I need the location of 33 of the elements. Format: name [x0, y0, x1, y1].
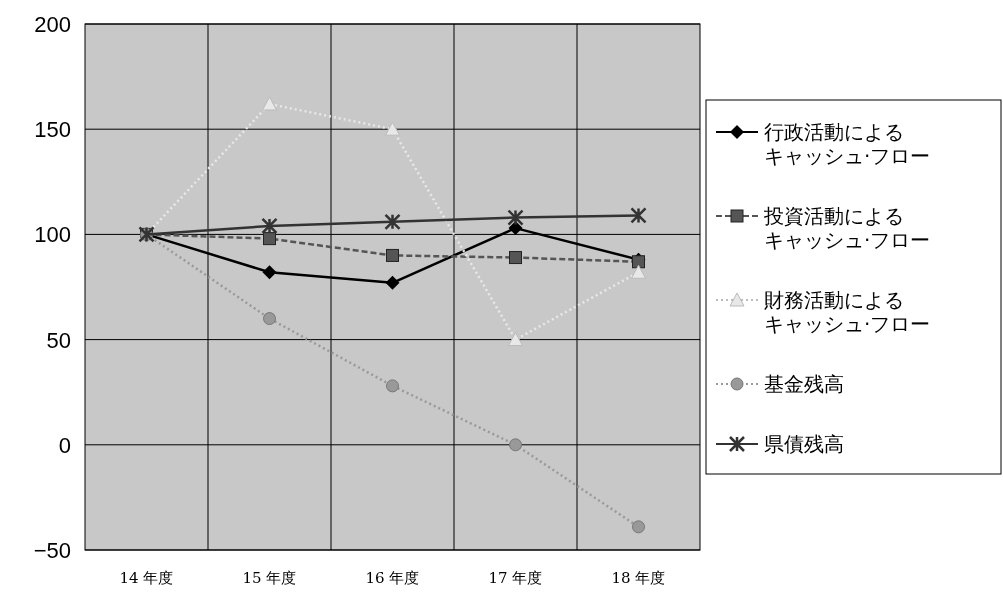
- x-tick-label: 15 年度: [242, 569, 297, 587]
- point: [385, 121, 400, 136]
- point: [632, 520, 645, 534]
- y-tick-label: −50: [33, 538, 71, 563]
- x-tick-label: 14 年度: [119, 569, 174, 587]
- point: [509, 251, 522, 265]
- point: [261, 217, 278, 235]
- point: [386, 248, 399, 262]
- legend-label: 行政活動によるキャッシュ·フロー: [764, 120, 931, 168]
- point: [263, 312, 276, 326]
- y-tick-label: 50: [46, 327, 71, 353]
- point: [630, 207, 647, 224]
- point: [508, 332, 523, 347]
- y-tick-label: 0: [58, 432, 71, 458]
- x-tick-label: 17 年度: [488, 569, 543, 587]
- legend-label: 県債残高: [764, 432, 844, 456]
- point: [263, 232, 276, 246]
- point: [262, 96, 277, 111]
- x-tick-label: 16 年度: [365, 569, 420, 587]
- y-tick-label: 150: [34, 117, 71, 143]
- legend-label: 財務活動によるキャッシュ·フロー: [764, 288, 931, 336]
- y-tick-label: 200: [34, 12, 71, 37]
- point: [386, 379, 399, 393]
- point: [384, 213, 401, 231]
- point: [385, 275, 400, 290]
- point: [262, 265, 277, 280]
- point: [507, 209, 524, 226]
- x-tick-label: 18 年度: [611, 569, 666, 587]
- point: [631, 264, 646, 279]
- point: [509, 438, 522, 452]
- legend-label: 基金残高: [764, 372, 844, 396]
- y-tick-label: 100: [34, 222, 71, 248]
- legend-label: 投資活動によるキャッシュ·フロー: [763, 204, 931, 252]
